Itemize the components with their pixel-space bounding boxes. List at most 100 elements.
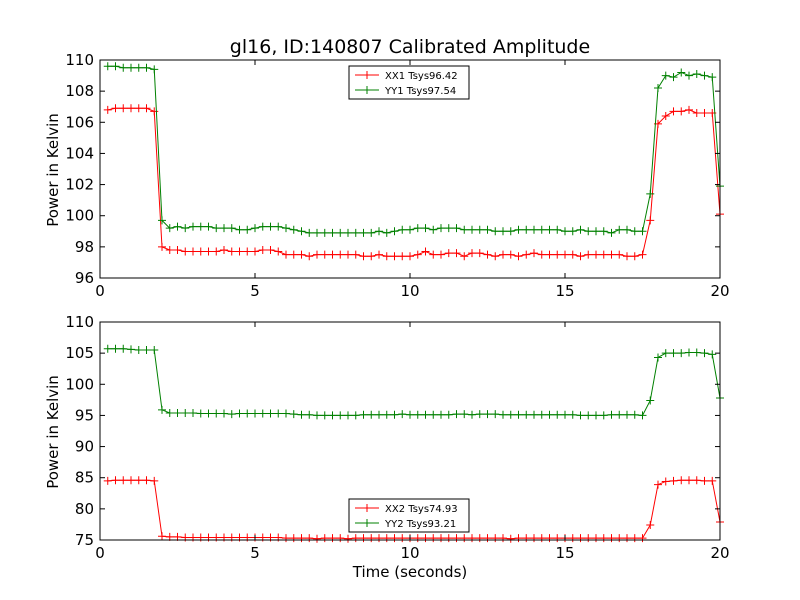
data-point	[475, 534, 484, 543]
data-point	[630, 410, 639, 419]
data-point	[413, 250, 422, 259]
data-point	[444, 224, 453, 233]
data-point	[413, 224, 422, 233]
data-point	[103, 62, 112, 71]
legend-entry: YY2 Tsys93.21	[384, 519, 456, 530]
data-point	[134, 476, 143, 485]
y-tick-label: 75	[75, 531, 94, 549]
data-point	[320, 250, 329, 259]
legend-entry: XX2 Tsys74.93	[385, 504, 458, 515]
data-point	[421, 410, 430, 419]
data-point	[592, 250, 600, 259]
data-point	[429, 250, 438, 259]
data-point	[677, 349, 686, 358]
legend-box	[348, 65, 470, 100]
data-point	[127, 63, 135, 72]
data-point	[220, 224, 228, 233]
data-point	[119, 63, 128, 72]
data-point	[530, 225, 538, 234]
data-point	[289, 534, 298, 543]
data-point	[654, 353, 662, 362]
data-point	[165, 408, 174, 417]
data-point	[243, 225, 252, 234]
data-point	[615, 534, 624, 543]
y-tick-label: 100	[65, 375, 94, 393]
data-point	[359, 228, 368, 237]
data-point	[142, 104, 151, 113]
data-point	[142, 346, 151, 355]
x-tick-label: 15	[555, 544, 574, 562]
data-point	[398, 534, 407, 543]
data-point	[553, 534, 562, 543]
data-point	[661, 349, 670, 358]
data-point	[607, 410, 616, 419]
data-point	[483, 534, 492, 543]
data-point	[537, 410, 546, 419]
data-point	[592, 227, 600, 236]
data-point	[390, 252, 399, 261]
data-point	[584, 534, 593, 543]
data-point	[266, 409, 275, 418]
data-point	[158, 242, 166, 251]
data-point	[375, 410, 383, 419]
data-point	[235, 225, 244, 234]
y-tick-label: 90	[75, 438, 94, 456]
data-point	[406, 252, 414, 261]
data-point	[499, 410, 507, 419]
data-point	[623, 534, 631, 543]
data-point	[669, 107, 678, 116]
data-point	[196, 247, 205, 256]
data-point	[258, 245, 267, 254]
data-point	[623, 410, 631, 419]
data-point	[134, 104, 143, 113]
data-point	[103, 476, 112, 485]
bottom-y-axis-label: Power in Kelvin	[44, 375, 62, 489]
data-point	[530, 534, 538, 543]
data-point	[344, 228, 352, 237]
data-point	[367, 252, 376, 261]
data-point	[359, 252, 368, 261]
data-point	[305, 534, 314, 543]
data-point	[475, 249, 484, 258]
data-point	[530, 410, 538, 419]
data-point	[522, 410, 531, 419]
data-point	[646, 521, 655, 530]
data-point	[266, 245, 275, 254]
data-point	[320, 534, 329, 543]
data-point	[127, 476, 135, 485]
data-point	[685, 71, 693, 80]
data-point	[227, 247, 236, 256]
data-point	[468, 534, 476, 543]
data-point	[444, 410, 453, 419]
y-tick-label: 85	[75, 469, 94, 487]
chart-title: gl16, ID:140807 Calibrated Amplitude	[230, 36, 590, 58]
data-point	[537, 534, 546, 543]
data-point	[568, 227, 577, 236]
data-point	[251, 409, 259, 418]
data-point	[235, 409, 244, 418]
data-point	[382, 252, 391, 261]
bottom-chart: 0 5 10 15 20 75 80 85 90 95 100 105 110 XX2 Tsys74.93…	[65, 313, 729, 562]
data-point	[375, 534, 383, 543]
data-point	[142, 476, 151, 485]
top-y-axis-label: Power in Kelvin	[44, 113, 62, 227]
data-point	[491, 252, 500, 261]
data-point	[398, 225, 407, 234]
data-point	[692, 108, 701, 117]
data-point	[638, 227, 647, 236]
data-point	[429, 225, 438, 234]
data-point	[282, 224, 290, 233]
data-point	[468, 225, 476, 234]
data-point	[677, 68, 686, 77]
data-point	[638, 534, 647, 543]
data-point	[708, 476, 717, 485]
data-point	[258, 409, 267, 418]
data-point	[413, 534, 422, 543]
data-point	[359, 410, 368, 419]
data-point	[375, 227, 383, 236]
data-point	[700, 108, 709, 117]
data-point	[127, 104, 135, 113]
top-chart: 0 5 10 15 20 96 98 100 102 104 106 108 110 XX1 Tsys96…	[65, 51, 729, 300]
data-point	[685, 105, 693, 114]
